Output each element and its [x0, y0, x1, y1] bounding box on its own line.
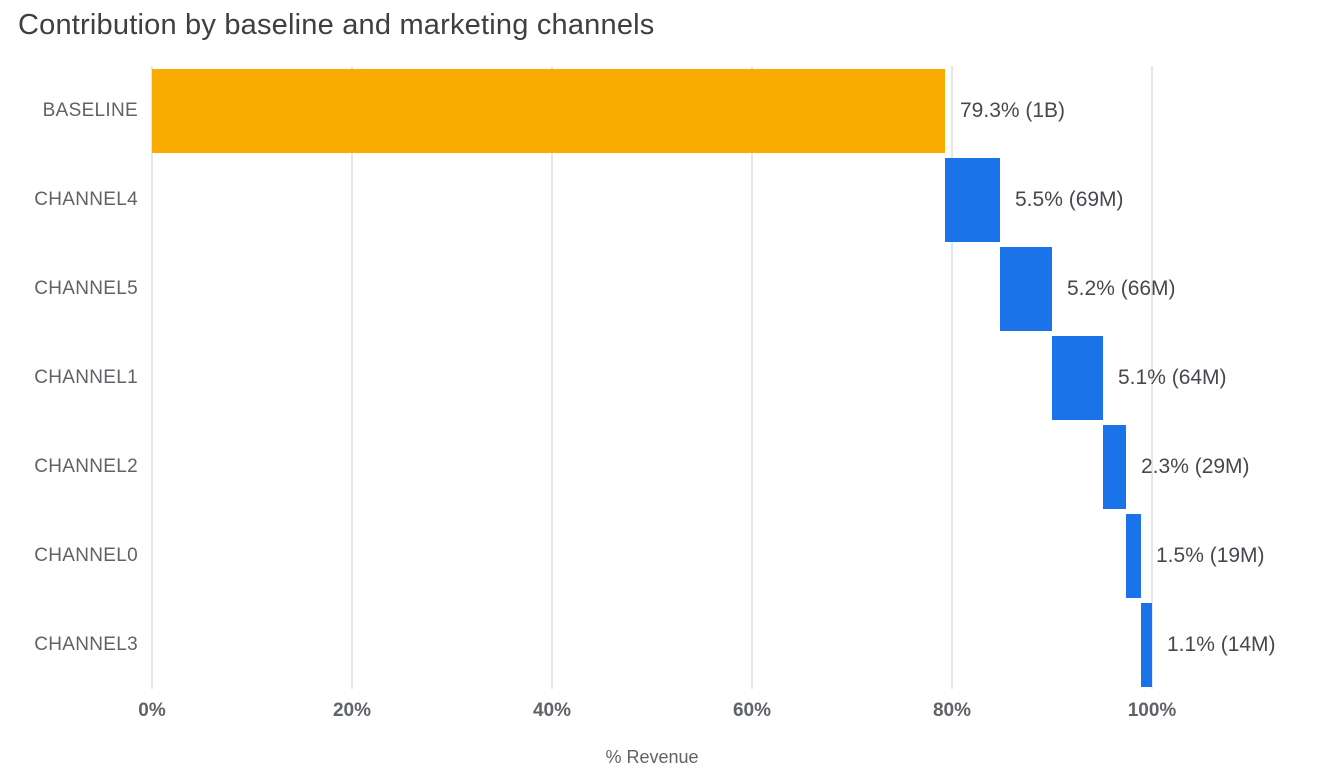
bar-value-label-channel0: 1.5% (19M) — [1156, 543, 1265, 567]
x-axis-title: % Revenue — [605, 747, 699, 767]
bar-channel3 — [1141, 602, 1152, 687]
category-label-channel2: CHANNEL2 — [34, 455, 138, 477]
category-label-channel3: CHANNEL3 — [34, 633, 138, 655]
x-tick-label: 80% — [932, 700, 972, 721]
x-tick-label: 0% — [138, 700, 166, 721]
gridline — [951, 66, 953, 689]
bar-value-label-baseline: 79.3% (1B) — [960, 98, 1066, 122]
bar-channel5 — [1000, 246, 1052, 331]
x-tick-label: 60% — [732, 700, 772, 721]
bar-channel1 — [1052, 335, 1103, 420]
bar-value-label-channel2: 2.3% (29M) — [1141, 454, 1250, 478]
gridline — [1151, 66, 1153, 689]
x-axis-ticks: 0% 20% 40% 60% 80% 100% — [138, 700, 1322, 726]
category-label-channel4: CHANNEL4 — [34, 188, 138, 210]
category-label-channel1: CHANNEL1 — [34, 366, 138, 388]
bar-channel2 — [1103, 424, 1126, 509]
bar-channel4 — [945, 157, 1000, 242]
gridline — [151, 66, 153, 689]
x-tick-label: 20% — [332, 700, 372, 721]
plot-area: 79.3% (1B) 5.5% (69M) 5.2% (66M) 5.1% (64M)… — [151, 66, 1322, 689]
bar-baseline — [152, 68, 945, 153]
chart-title: Contribution by baseline and marketing c… — [18, 9, 655, 41]
x-tick-label: 100% — [1127, 700, 1177, 721]
category-label-baseline: BASELINE — [42, 99, 138, 121]
y-axis-labels: BASELINE CHANNEL4 CHANNEL5 CHANNEL1 CHANNEL2… — [0, 66, 138, 689]
category-label-channel0: CHANNEL0 — [34, 544, 138, 566]
category-label-channel5: CHANNEL5 — [34, 277, 138, 299]
gridline — [551, 66, 553, 689]
gridline — [751, 66, 753, 689]
bar-value-label-channel3: 1.1% (14M) — [1167, 632, 1276, 656]
gridline — [351, 66, 353, 689]
bar-value-label-channel4: 5.5% (69M) — [1015, 187, 1124, 211]
bar-channel0 — [1126, 513, 1141, 598]
x-tick-label: 40% — [532, 700, 572, 721]
bar-value-label-channel5: 5.2% (66M) — [1067, 276, 1176, 300]
bar-value-label-channel1: 5.1% (64M) — [1118, 365, 1227, 389]
